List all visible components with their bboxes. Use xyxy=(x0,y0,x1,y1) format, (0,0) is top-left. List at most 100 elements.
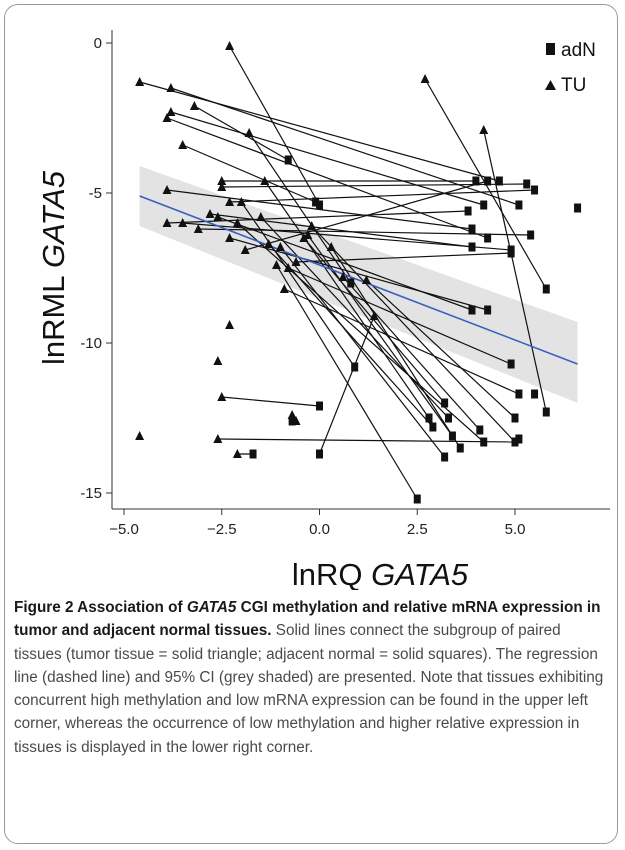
tu-point xyxy=(275,242,285,251)
tu-point xyxy=(326,242,336,251)
tu-point xyxy=(361,275,371,284)
pair-line xyxy=(296,252,512,263)
tu-point xyxy=(162,185,172,194)
tu-point xyxy=(291,257,301,266)
y-axis-title: lnRML GATA5 xyxy=(36,170,71,365)
adn-point xyxy=(472,176,480,186)
tu-point xyxy=(225,320,235,329)
adn-point xyxy=(284,155,292,165)
pair-line xyxy=(483,129,547,413)
y-tick-label: -15 xyxy=(80,485,102,502)
pair-line xyxy=(248,132,352,284)
adn-point xyxy=(495,176,503,186)
pair-line xyxy=(229,45,321,206)
pair-line xyxy=(366,279,516,419)
adn-point xyxy=(249,449,257,459)
adn-point xyxy=(456,443,464,453)
scatter-plot: −5.0 −2.5 0.0 2.5 5.0 0 -5 -10 -15 lnRQ GATA5 ln… xyxy=(36,30,610,590)
adn-point xyxy=(511,437,519,447)
adn-point xyxy=(480,200,488,210)
adn-point xyxy=(445,413,453,423)
adn-point xyxy=(527,230,535,240)
adn-point xyxy=(542,407,550,417)
adn-point xyxy=(484,305,492,315)
pair-line xyxy=(275,264,418,500)
adn-point xyxy=(468,242,476,252)
pair-line xyxy=(311,225,516,443)
adn-point xyxy=(441,398,449,408)
tu-point xyxy=(236,197,246,206)
tu-point xyxy=(232,449,242,458)
tu-point xyxy=(213,434,223,443)
tu-point xyxy=(166,83,176,92)
ticks-layer: −5.0 −2.5 0.0 2.5 5.0 0 -5 -10 -15 xyxy=(80,35,525,538)
legend-label-adn: adN xyxy=(561,40,596,61)
adn-point xyxy=(316,200,323,210)
x-tick-label: 2.5 xyxy=(407,521,428,538)
tu-point xyxy=(369,311,379,320)
axes-layer xyxy=(111,30,610,510)
figure-caption: Figure 2 Association of GATA5 CGI methyl… xyxy=(14,596,609,759)
adn-point xyxy=(468,305,476,315)
adn-point xyxy=(515,389,523,399)
tu-point xyxy=(217,392,227,401)
x-tick-label: 5.0 xyxy=(505,521,526,538)
tu-point xyxy=(166,107,176,116)
adn-point xyxy=(464,206,472,216)
pair-line xyxy=(240,201,356,368)
tu-point xyxy=(420,74,430,83)
ci-band-layer xyxy=(139,166,578,403)
adn-point xyxy=(425,413,433,423)
tu-point xyxy=(217,176,227,185)
x-tick-label: −2.5 xyxy=(207,521,237,538)
legend-triangle-marker xyxy=(545,80,556,90)
legend: adN TU xyxy=(545,40,596,96)
adn-point xyxy=(542,284,550,294)
regression-layer xyxy=(139,195,578,365)
pair-line xyxy=(318,315,375,455)
adn-point xyxy=(347,278,355,288)
caption-body: Solid lines connect the subgroup of pair… xyxy=(14,622,604,756)
caption-title-part-1: Figure 2 Association of xyxy=(14,599,187,616)
pair-line xyxy=(307,234,453,437)
pair-line xyxy=(194,105,289,161)
adn-point xyxy=(468,224,476,234)
tu-point xyxy=(162,113,172,122)
adn-point xyxy=(351,362,359,372)
pair-line xyxy=(170,111,484,206)
tu-point xyxy=(287,410,297,419)
adn-point xyxy=(531,185,539,195)
tu-point xyxy=(232,218,242,227)
adn-point xyxy=(316,449,323,459)
tu-point xyxy=(135,431,145,440)
pair-line xyxy=(170,87,520,206)
adn-point xyxy=(316,401,323,411)
caption-title-part-2: CGI methylation and relative mRNA expres… xyxy=(14,599,601,640)
pair-line xyxy=(260,216,449,419)
pair-line xyxy=(166,117,488,239)
tu-point xyxy=(205,209,215,218)
tu-point xyxy=(283,263,293,272)
pair-line xyxy=(217,216,473,311)
adn-point xyxy=(523,179,531,189)
tu-point xyxy=(244,128,254,137)
figure-frame xyxy=(4,4,618,844)
tu-point xyxy=(225,197,235,206)
pair-line xyxy=(342,276,481,431)
tu-point xyxy=(162,218,172,227)
confidence-band xyxy=(139,166,578,403)
pair-line xyxy=(303,237,446,404)
tu-point xyxy=(217,182,227,191)
adn-point xyxy=(515,434,523,444)
tu-point xyxy=(225,233,235,242)
adn-point xyxy=(441,452,449,462)
adn-point xyxy=(484,233,492,243)
adn-point xyxy=(413,494,421,504)
tu-point xyxy=(135,77,145,86)
tu-point xyxy=(193,224,203,233)
adn-point xyxy=(507,359,515,369)
adn-point xyxy=(515,200,523,210)
adn-point xyxy=(511,413,519,423)
pair-line xyxy=(217,438,516,443)
tu-point xyxy=(303,230,313,239)
